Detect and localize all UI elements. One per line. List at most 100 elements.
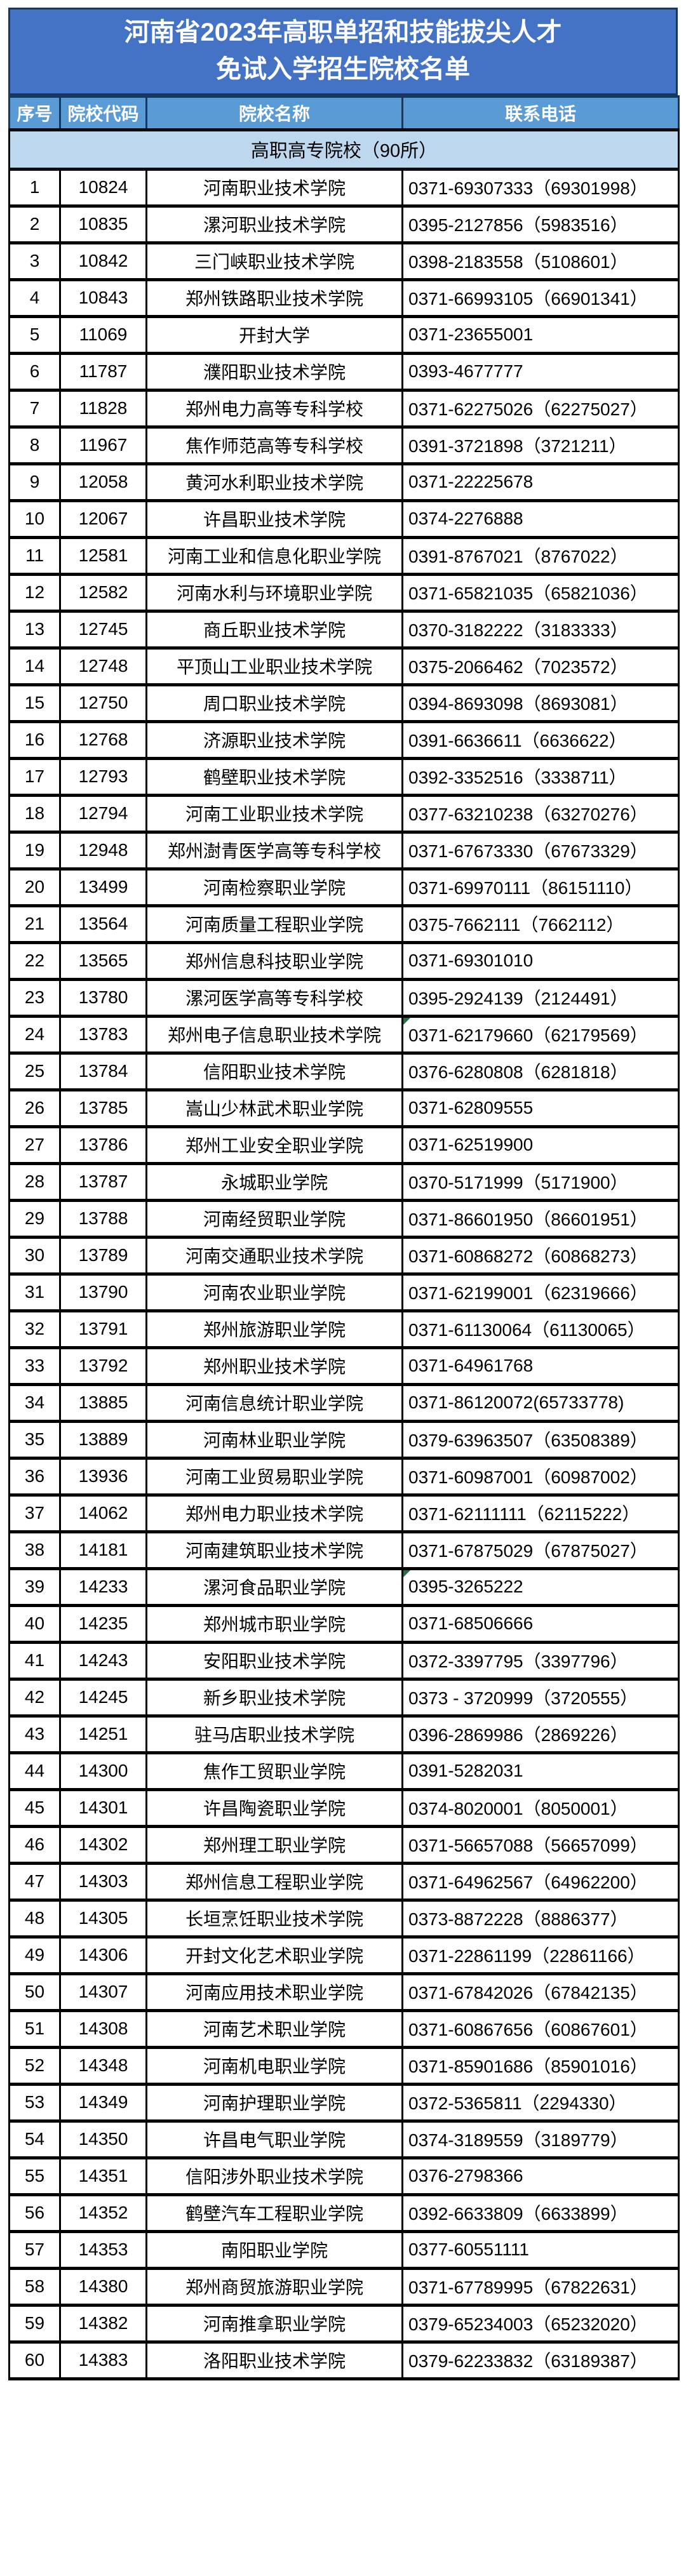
- cell-contact-phone: 0371-85901686（85901016）: [401, 2045, 680, 2086]
- cell-college-name: 河南艺术职业学院: [145, 2008, 403, 2049]
- cell-college-name: 许昌电气职业学院: [145, 2119, 403, 2159]
- header-contact-phone: 联系电话: [401, 95, 680, 131]
- cell-serial-number: 27: [8, 1124, 61, 1165]
- cell-college-code: 14350: [59, 2119, 147, 2159]
- cell-serial-number: 13: [8, 609, 61, 650]
- cell-college-code: 14306: [59, 1935, 147, 1975]
- cell-contact-phone: 0371-22861199（22861166）: [401, 1935, 680, 1975]
- cell-college-code: 13783: [59, 1014, 147, 1055]
- cell-contact-phone: 0371-67789995（67822631）: [401, 2266, 680, 2307]
- cell-serial-number: 44: [8, 1751, 61, 1791]
- table-row: 29 13788 河南经贸职业学院 0371-86601950（86601951…: [8, 1198, 680, 1239]
- cell-college-name: 河南检察职业学院: [145, 867, 403, 907]
- cell-college-name: 河南应用技术职业学院: [145, 1972, 403, 2012]
- cell-college-name: 郑州城市职业学院: [145, 1603, 403, 1644]
- cell-college-name: 河南职业技术学院: [145, 167, 403, 208]
- cell-college-code: 13564: [59, 904, 147, 944]
- table-row: 53 14349 河南护理职业学院 0372-5365811（2294330）: [8, 2082, 680, 2123]
- cell-college-name: 郑州电力职业技术学院: [145, 1493, 403, 1533]
- cell-college-name: 济源职业技术学院: [145, 719, 403, 760]
- cell-contact-phone: 0391-5282031: [401, 1751, 680, 1791]
- cell-college-name: 洛阳职业技术学院: [145, 2340, 403, 2380]
- section-label: 高职高专院校（90所）: [8, 128, 680, 171]
- table-row: 46 14302 郑州理工职业学院 0371-56657088（56657099…: [8, 1824, 680, 1865]
- cell-college-name: 信阳职业技术学院: [145, 1051, 403, 1091]
- cell-college-name: 河南推拿职业学院: [145, 2303, 403, 2344]
- cell-college-name: 河南工业职业技术学院: [145, 793, 403, 834]
- cell-contact-phone: 0371-66993105（66901341）: [401, 277, 680, 318]
- table-row: 24 13783 郑州电子信息职业技术学院 0371-62179660（6217…: [8, 1014, 680, 1055]
- cell-college-code: 12748: [59, 646, 147, 686]
- cell-college-name: 河南工业和信息化职业学院: [145, 535, 403, 576]
- cell-college-code: 14301: [59, 1787, 147, 1828]
- cell-college-code: 13788: [59, 1198, 147, 1239]
- cell-serial-number: 58: [8, 2266, 61, 2307]
- table-row: 14 12748 平顶山工业职业技术学院 0375-2066462（702357…: [8, 646, 680, 686]
- cell-college-name: 南阳职业学院: [145, 2229, 403, 2270]
- cell-college-name: 郑州信息工程职业学院: [145, 1861, 403, 1902]
- cell-college-code: 12794: [59, 793, 147, 834]
- cell-college-name: 开封大学: [145, 314, 403, 355]
- cell-college-code: 11828: [59, 388, 147, 429]
- table-row: 26 13785 嵩山少林武术职业学院 0371-62809555: [8, 1088, 680, 1128]
- cell-serial-number: 19: [8, 830, 61, 871]
- table-row: 28 13787 永城职业学院 0370-5171999（5171900）: [8, 1161, 680, 1202]
- cell-serial-number: 30: [8, 1235, 61, 1276]
- cell-serial-number: 35: [8, 1419, 61, 1460]
- table-row: 42 14245 新乡职业技术学院 0373 - 3720999（3720555…: [8, 1677, 680, 1718]
- table-row: 19 12948 郑州澍青医学高等专科学校 0371-67673330（6767…: [8, 830, 680, 871]
- cell-college-code: 11787: [59, 351, 147, 392]
- cell-college-name: 郑州铁路职业技术学院: [145, 277, 403, 318]
- cell-contact-phone: 0375-7662111（7662112）: [401, 904, 680, 944]
- cell-serial-number: 17: [8, 756, 61, 797]
- table-header-row: 序号 院校代码 院校名称 联系电话: [8, 95, 680, 131]
- cell-contact-phone: 0371-56657088（56657099）: [401, 1824, 680, 1865]
- header-college-name: 院校名称: [145, 95, 403, 131]
- cell-contact-phone: 0395-2127856（5983516）: [401, 204, 680, 244]
- cell-college-code: 13889: [59, 1419, 147, 1460]
- table-row: 25 13784 信阳职业技术学院 0376-6280808（6281818）: [8, 1051, 680, 1091]
- cell-college-code: 14305: [59, 1898, 147, 1939]
- cell-serial-number: 10: [8, 498, 61, 539]
- cell-serial-number: 54: [8, 2119, 61, 2159]
- cell-college-name: 河南建筑职业技术学院: [145, 1530, 403, 1570]
- cell-contact-phone: 0370-3182222（3183333）: [401, 609, 680, 650]
- cell-college-name: 漯河医学高等专科学校: [145, 977, 403, 1018]
- cell-college-name: 郑州信息科技职业学院: [145, 940, 403, 981]
- cell-college-code: 14351: [59, 2156, 147, 2196]
- cell-contact-phone: 0371-62179660（62179569）: [401, 1014, 680, 1055]
- cell-contact-phone: 0391-8767021（8767022）: [401, 535, 680, 576]
- table-row: 17 12793 鹤壁职业技术学院 0392-3352516（3338711）: [8, 756, 680, 797]
- header-serial-number: 序号: [8, 95, 61, 131]
- table-row: 30 13789 河南交通职业技术学院 0371-60868272（608682…: [8, 1235, 680, 1276]
- table-row: 16 12768 济源职业技术学院 0391-6636611（6636622）: [8, 719, 680, 760]
- cell-serial-number: 7: [8, 388, 61, 429]
- cell-college-code: 10843: [59, 277, 147, 318]
- cell-college-code: 12582: [59, 572, 147, 613]
- cell-college-code: 10842: [59, 241, 147, 281]
- cell-college-code: 12793: [59, 756, 147, 797]
- cell-contact-phone: 0371-64961768: [401, 1345, 680, 1386]
- cell-serial-number: 25: [8, 1051, 61, 1091]
- cell-college-name: 郑州职业技术学院: [145, 1345, 403, 1386]
- cell-serial-number: 9: [8, 462, 61, 502]
- cell-contact-phone: 0379-62233832（63189387）: [401, 2340, 680, 2380]
- cell-serial-number: 60: [8, 2340, 61, 2380]
- cell-serial-number: 57: [8, 2229, 61, 2270]
- cell-contact-phone: 0371-69970111（86151110）: [401, 867, 680, 907]
- cell-serial-number: 24: [8, 1014, 61, 1055]
- cell-contact-phone: 0371-23655001: [401, 314, 680, 355]
- cell-college-name: 河南农业职业学院: [145, 1272, 403, 1312]
- cell-contact-phone: 0391-6636611（6636622）: [401, 719, 680, 760]
- cell-serial-number: 50: [8, 1972, 61, 2012]
- table-row: 9 12058 黄河水利职业技术学院 0371-22225678: [8, 462, 680, 502]
- cell-college-name: 平顶山工业职业技术学院: [145, 646, 403, 686]
- table-row: 27 13786 郑州工业安全职业学院 0371-62519900: [8, 1124, 680, 1165]
- cell-college-name: 商丘职业技术学院: [145, 609, 403, 650]
- cell-college-code: 12581: [59, 535, 147, 576]
- cell-serial-number: 26: [8, 1088, 61, 1128]
- table-row: 58 14380 郑州商贸旅游职业学院 0371-67789995（678226…: [8, 2266, 680, 2307]
- cell-college-code: 13792: [59, 1345, 147, 1386]
- cell-contact-phone: 0393-4677777: [401, 351, 680, 392]
- table-row: 34 13885 河南信息统计职业学院 0371-86120072(657337…: [8, 1382, 680, 1423]
